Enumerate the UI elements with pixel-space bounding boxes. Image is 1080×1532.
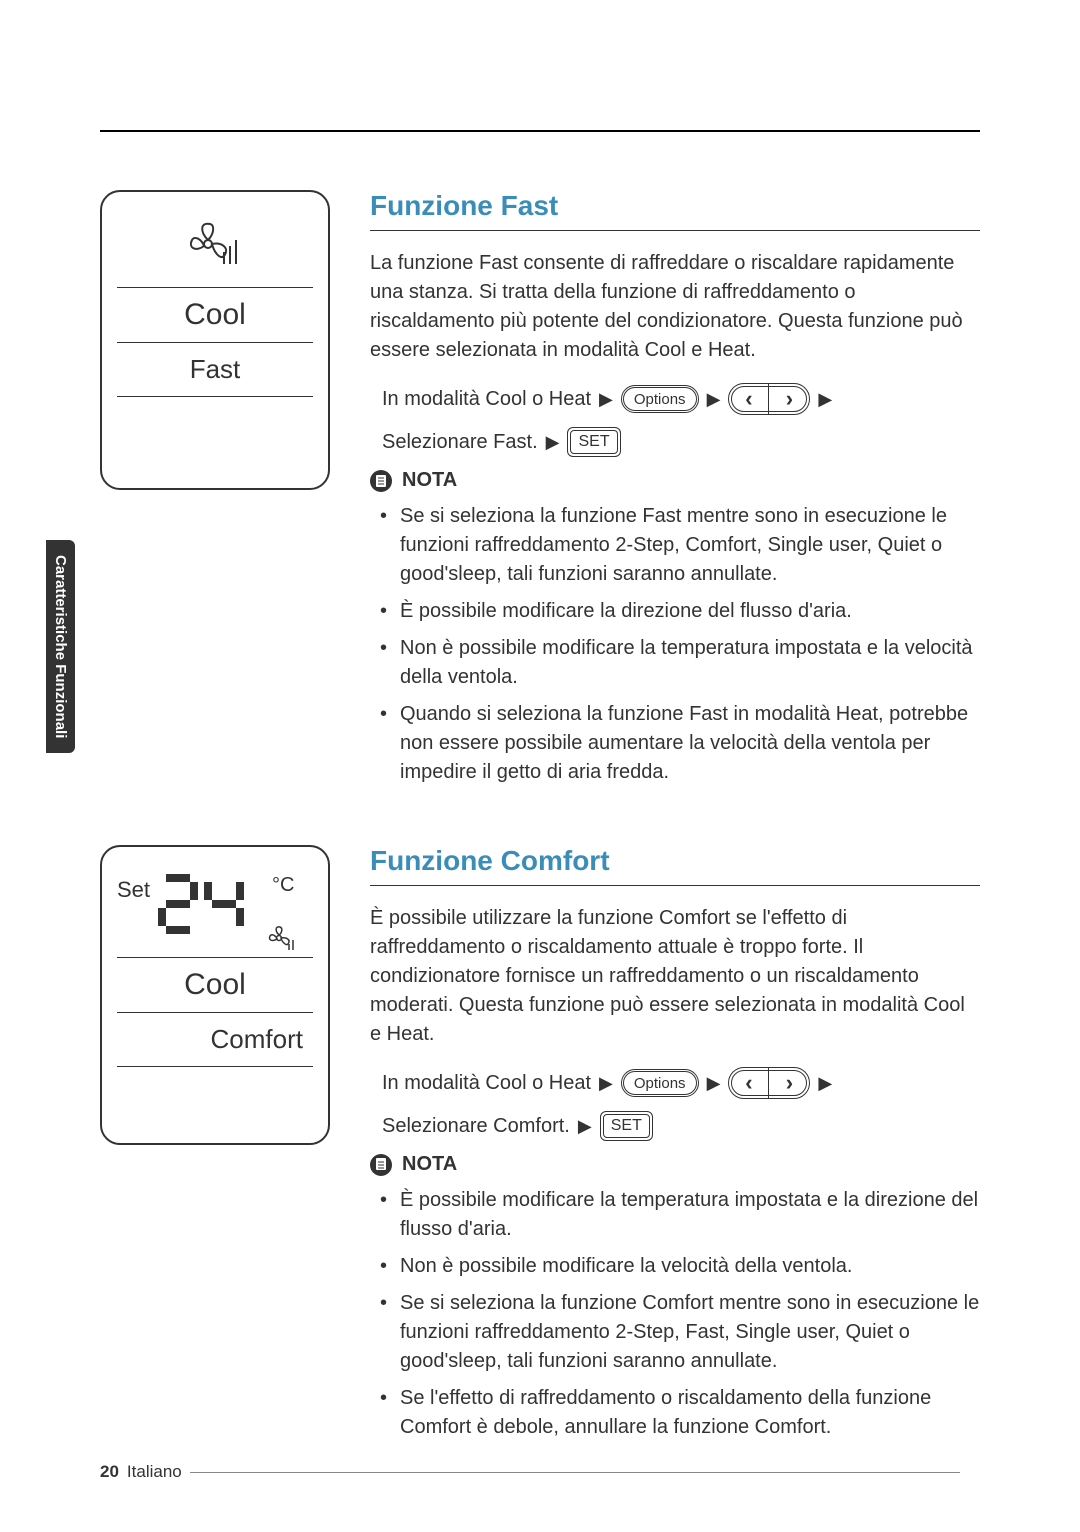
- fan-icon-small: [265, 922, 303, 952]
- bullet-item: Quando si seleziona la funzione Fast in …: [380, 700, 980, 787]
- comfort-display-panel: Set °C: [100, 845, 330, 1145]
- comfort-step1-text: In modalità Cool o Heat: [382, 1072, 591, 1095]
- bullet-item: Non è possibile modificare la velocità d…: [380, 1252, 980, 1281]
- fast-step1-row: In modalità Cool o Heat ▶ Options ▶ ‹ › …: [382, 383, 980, 415]
- fast-nota-header: NOTA: [370, 469, 980, 492]
- arrow-icon: ▶: [707, 389, 721, 410]
- arrow-icon: ▶: [599, 1073, 613, 1094]
- nav-left-icon[interactable]: ‹: [729, 1068, 769, 1098]
- set-button[interactable]: SET: [567, 427, 620, 457]
- bullet-item: È possibile modificare la direzione del …: [380, 597, 980, 626]
- fast-content: Funzione Fast La funzione Fast consente …: [370, 190, 980, 795]
- footer-rule: [190, 1472, 960, 1473]
- nav-left-icon[interactable]: ‹: [729, 384, 769, 414]
- fast-bullets: Se si seleziona la funzione Fast mentre …: [370, 502, 980, 787]
- bullet-item: Se si seleziona la funzione Comfort ment…: [380, 1289, 980, 1376]
- comfort-mode-label: Cool: [117, 963, 313, 1007]
- fast-mode-label: Cool: [117, 293, 313, 337]
- comfort-section: Set °C: [100, 845, 980, 1450]
- bullet-item: Non è possibile modificare la temperatur…: [380, 634, 980, 692]
- fan-icon-area: [117, 212, 313, 282]
- fast-nota-label: NOTA: [402, 469, 457, 492]
- nav-right-icon[interactable]: ›: [769, 384, 809, 414]
- arrow-icon: ▶: [707, 1073, 721, 1094]
- note-icon: [370, 1154, 392, 1176]
- comfort-func-label: Comfort: [117, 1018, 313, 1061]
- comfort-step1-row: In modalità Cool o Heat ▶ Options ▶ ‹ › …: [382, 1067, 980, 1099]
- comfort-body: È possibile utilizzare la funzione Comfo…: [370, 904, 980, 1049]
- comfort-nota-label: NOTA: [402, 1153, 457, 1176]
- bullet-item: È possibile modificare la temperatura im…: [380, 1186, 980, 1244]
- footer-lang: Italiano: [127, 1462, 182, 1482]
- fast-step1-text: In modalità Cool o Heat: [382, 388, 591, 411]
- arrow-icon: ▶: [546, 432, 560, 453]
- unit-label: °C: [272, 874, 294, 897]
- bullet-item: Se l'effetto di raffreddamento o riscald…: [380, 1384, 980, 1442]
- options-button[interactable]: Options: [621, 385, 699, 413]
- arrow-icon: ▶: [818, 1073, 832, 1094]
- comfort-content: Funzione Comfort È possibile utilizzare …: [370, 845, 980, 1450]
- main-content: Cool Fast Funzione Fast La funzione Fast…: [100, 190, 980, 1500]
- arrow-icon: ▶: [818, 389, 832, 410]
- arrow-icon: ▶: [599, 389, 613, 410]
- temp-digits: [150, 872, 270, 937]
- fast-display-panel: Cool Fast: [100, 190, 330, 490]
- fast-title: Funzione Fast: [370, 190, 980, 222]
- side-tab: Caratteristiche Funzionali: [46, 540, 75, 753]
- comfort-step2-row: Selezionare Comfort. ▶ SET: [382, 1111, 980, 1141]
- set-button[interactable]: SET: [600, 1111, 653, 1141]
- nav-right-icon[interactable]: ›: [769, 1068, 809, 1098]
- fast-func-label: Fast: [117, 348, 313, 391]
- footer: 20 Italiano: [100, 1462, 960, 1482]
- fast-body: La funzione Fast consente di raffreddare…: [370, 249, 980, 365]
- page-number: 20: [100, 1462, 119, 1482]
- bullet-item: Se si seleziona la funzione Fast mentre …: [380, 502, 980, 589]
- comfort-title: Funzione Comfort: [370, 845, 980, 877]
- note-icon: [370, 470, 392, 492]
- fan-icon: [180, 212, 250, 272]
- comfort-nota-header: NOTA: [370, 1153, 980, 1176]
- top-rule: [100, 130, 980, 132]
- comfort-bullets: È possibile modificare la temperatura im…: [370, 1186, 980, 1442]
- comfort-step2-text: Selezionare Comfort.: [382, 1115, 570, 1138]
- nav-buttons[interactable]: ‹ ›: [728, 1067, 810, 1099]
- fast-section: Cool Fast Funzione Fast La funzione Fast…: [100, 190, 980, 795]
- set-label: Set: [117, 877, 150, 903]
- arrow-icon: ▶: [578, 1116, 592, 1137]
- fast-step2-row: Selezionare Fast. ▶ SET: [382, 427, 980, 457]
- fast-step2-text: Selezionare Fast.: [382, 431, 538, 454]
- options-button[interactable]: Options: [621, 1069, 699, 1097]
- nav-buttons[interactable]: ‹ ›: [728, 383, 810, 415]
